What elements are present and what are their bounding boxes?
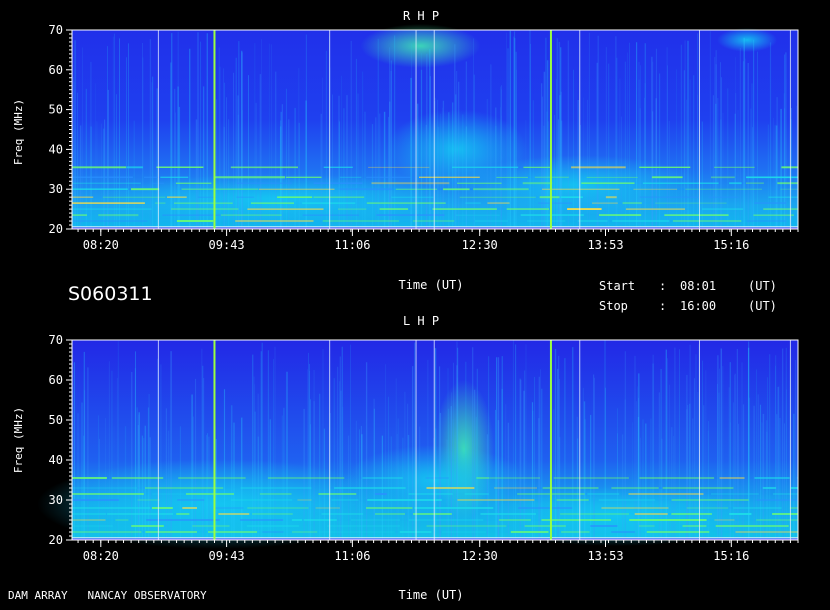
rhp-x-tick-label: 11:06 (334, 238, 370, 252)
lhp-y-axis-label: Freq (MHz) (12, 407, 25, 473)
rhp-panel-title: R H P (403, 9, 439, 23)
rhp-spectrogram-texture (72, 23, 798, 229)
rhp-x-tick-label: 08:20 (83, 238, 119, 252)
observatory-footer: DAM ARRAY NANCAY OBSERVATORY (8, 589, 207, 602)
lhp-x-tick-label: 13:53 (587, 549, 623, 563)
lhp-y-tick-label: 20 (49, 533, 63, 547)
rhp-emission-patch (95, 174, 456, 225)
start-time-value: 08:01 (680, 279, 717, 293)
rhp-y-tick-label: 40 (49, 142, 63, 156)
rhp-y-axis-label: Freq (MHz) (12, 99, 25, 165)
rhp-y-tick-label: 20 (49, 222, 63, 236)
rhp-x-tick-label: 15:16 (713, 238, 749, 252)
stop-separator: : (659, 299, 667, 313)
session-id: S060311 (68, 283, 153, 305)
lhp-x-tick-label: 12:30 (462, 549, 498, 563)
lhp-emission-patch (476, 486, 757, 546)
stop-time-unit: (UT) (748, 299, 777, 313)
lhp-emission-patch (345, 445, 525, 515)
start-label: Start (599, 279, 636, 293)
rhp-axes: 20 30 40 50 60 70 08:20 09:43 11:06 12:30 13:53 15:… (49, 23, 799, 252)
rhp-x-tick-label: 13:53 (587, 238, 623, 252)
lhp-y-tick-label: 40 (49, 453, 63, 467)
rhp-emission-patch (360, 23, 481, 68)
lhp-x-tick-label: 09:43 (209, 549, 245, 563)
rhp-y-tick-label: 30 (49, 182, 63, 196)
rhp-y-tick-label: 50 (49, 103, 63, 117)
lhp-x-tick-label: 08:20 (83, 549, 119, 563)
rhp-y-tick-label: 60 (49, 63, 63, 77)
lhp-axes: 20 30 40 50 60 70 08:20 09:43 11:06 12:30 13:53 15:… (49, 333, 799, 563)
lhp-y-tick-label: 60 (49, 373, 63, 387)
lhp-y-tick-label: 50 (49, 413, 63, 427)
rhp-x-tick-label: 09:43 (209, 238, 245, 252)
lhp-y-tick-label: 70 (49, 333, 63, 347)
stop-time-value: 16:00 (680, 299, 717, 313)
rhp-x-axis-label: Time (UT) (398, 278, 463, 292)
rhp-emission-patch (717, 27, 778, 52)
rhp-x-tick-label: 12:30 (462, 238, 498, 252)
stop-label: Stop (599, 299, 628, 313)
start-separator: : (659, 279, 667, 293)
lhp-panel: L H P 20 30 40 50 60 70 08:20 09:43 11:06 12:30 13… (12, 314, 799, 602)
lhp-x-axis-label: Time (UT) (398, 588, 463, 602)
lhp-spectrogram-texture (37, 340, 798, 549)
start-time-unit: (UT) (748, 279, 777, 293)
lhp-x-tick-label: 11:06 (334, 549, 370, 563)
lhp-y-tick-label: 30 (49, 493, 63, 507)
lhp-emission-patch (37, 459, 398, 549)
lhp-panel-title: L H P (403, 314, 439, 328)
rhp-panel: R H P 20 30 40 50 60 70 08:20 09:43 11:06 12:30 13… (12, 9, 799, 292)
lhp-x-tick-label: 15:16 (713, 549, 749, 563)
rhp-y-tick-label: 70 (49, 23, 63, 37)
